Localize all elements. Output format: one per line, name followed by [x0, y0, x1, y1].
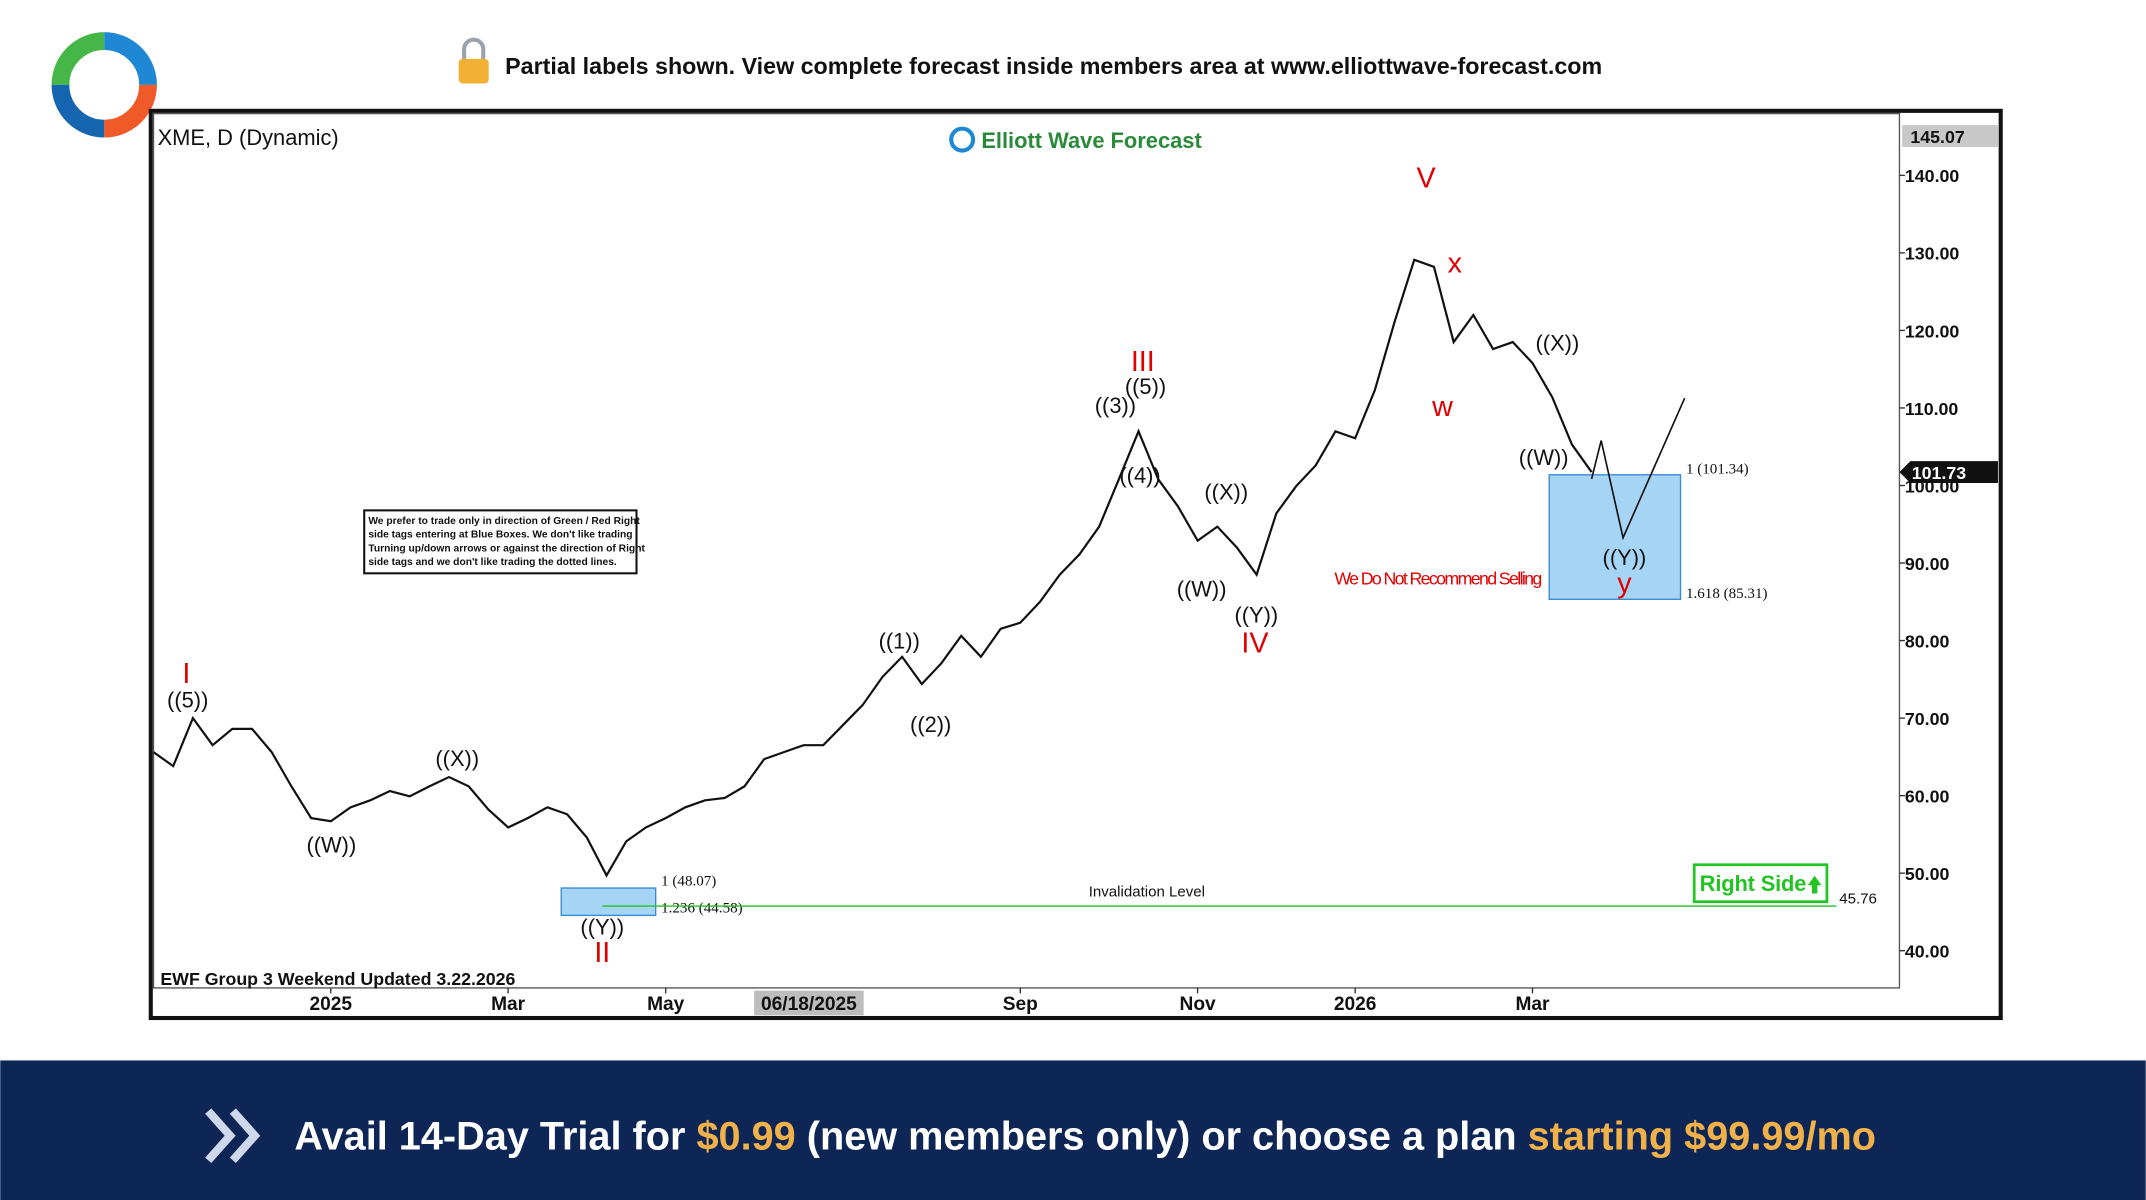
note-line: side tags entering at Blue Boxes. We don… [368, 530, 632, 541]
cursor-date: 06/18/2025 [761, 994, 857, 1015]
note-line: side tags and we don't like trading the … [368, 557, 617, 568]
wave-label: ((5)) [167, 687, 208, 712]
y-tick-label: 70.00 [1905, 709, 1950, 729]
wave-label: ((Y)) [1603, 545, 1647, 570]
projection-path [1590, 397, 1686, 541]
fib-label: 1 (101.34) [1686, 461, 1749, 477]
cursor-date-box [754, 990, 864, 1016]
y-tick-label: 110.00 [1905, 399, 1958, 419]
wave-label: ((X)) [435, 746, 479, 771]
brand: Elliott Wave Forecast [949, 126, 1202, 153]
brand-text: Elliott Wave Forecast [981, 128, 1202, 153]
last-price-label: 101.73 [1912, 463, 1966, 483]
blue-box [560, 887, 657, 917]
y-tick-label: 90.00 [1905, 554, 1950, 574]
banner-part: $0.99 [696, 1114, 795, 1158]
wave-label: V [1416, 162, 1436, 194]
high-price-label: 145.07 [1910, 127, 1964, 147]
invalidation-value: 45.76 [1839, 890, 1877, 907]
logo [51, 32, 157, 138]
banner-part: starting $99.99/mo [1528, 1114, 1876, 1158]
lock-icon [458, 37, 489, 84]
y-tick-label: 140.00 [1905, 166, 1959, 186]
banner [0, 1060, 2146, 1200]
banner-part: Avail 14-Day Trial for [294, 1114, 696, 1158]
price-line [152, 258, 1593, 878]
x-tick-label: Mar [1515, 994, 1550, 1015]
note-line: Turning up/down arrows or against the di… [368, 543, 645, 554]
wave-label: ((2)) [910, 712, 951, 737]
wave-label: ((W)) [1519, 445, 1569, 470]
note-line: We prefer to trade only in direction of … [368, 516, 640, 527]
fib-label: 1 (48.07) [661, 873, 716, 889]
header-text: Partial labels shown. View complete fore… [505, 53, 1602, 79]
wave-label: ((4)) [1119, 463, 1160, 488]
wave-label: ((X)) [1204, 479, 1248, 504]
x-tick-label: 2025 [310, 994, 353, 1015]
y-tick-label: 60.00 [1905, 786, 1950, 806]
x-tick-label: Sep [1003, 994, 1038, 1015]
blue-box [1548, 474, 1682, 601]
right-side: Right Side [1700, 871, 1807, 896]
wave-label: ((1)) [879, 629, 920, 654]
wave-label: ((3)) [1095, 393, 1136, 418]
wave-label: ((W)) [1177, 577, 1227, 602]
wave-label: III [1131, 346, 1155, 378]
wave-label: ((Y)) [1234, 603, 1278, 628]
wave-label: ((W)) [306, 832, 356, 857]
wave-label: IV [1241, 628, 1269, 660]
fib-label: 1.236 (44.58) [661, 901, 743, 917]
chart-title: XME, D (Dynamic) [158, 125, 339, 150]
y-tick-label: 40.00 [1905, 942, 1950, 962]
invalidation-label: Invalidation Level [1089, 883, 1205, 900]
y-tick-label: 120.00 [1905, 321, 1959, 341]
y-tick-label: 130.00 [1905, 244, 1959, 264]
y-tick-label: 80.00 [1905, 631, 1950, 651]
wave-label: II [594, 937, 610, 969]
right-side-box [1692, 863, 1829, 904]
last-price-tag [1899, 461, 1998, 484]
wave-label: ((X)) [1536, 330, 1580, 355]
y-tick-label: 50.00 [1905, 864, 1950, 884]
wave-label: x [1448, 247, 1463, 279]
wave-label: I [182, 658, 190, 690]
fib-label: 1.618 (85.31) [1686, 586, 1767, 602]
wave-label: ((Y)) [580, 915, 624, 940]
x-tick-label: May [647, 994, 685, 1015]
right-side-arrow [1807, 875, 1822, 894]
x-tick-label: 2026 [1334, 994, 1377, 1015]
warning: We Do Not Recommend Selling [1334, 568, 1542, 588]
footer-note: EWF Group 3 Weekend Updated 3.22.2026 [160, 969, 515, 989]
high-price-tag [1902, 125, 1998, 148]
banner-text: Avail 14-Day Trial for $0.99 (new member… [294, 1114, 1876, 1158]
x-tick-label: Nov [1180, 994, 1217, 1015]
wave-label: ((5)) [1125, 374, 1166, 399]
wave-label: w [1431, 391, 1453, 423]
x-tick-label: Mar [491, 994, 526, 1015]
note-box [363, 509, 638, 575]
wave-label: y [1617, 567, 1632, 599]
chart-layer: 40.0050.0060.0070.0080.0090.00100.00110.… [152, 125, 1998, 1015]
banner-part: (new members only) or choose a plan [796, 1114, 1528, 1158]
banner-chevrons [205, 1108, 261, 1164]
